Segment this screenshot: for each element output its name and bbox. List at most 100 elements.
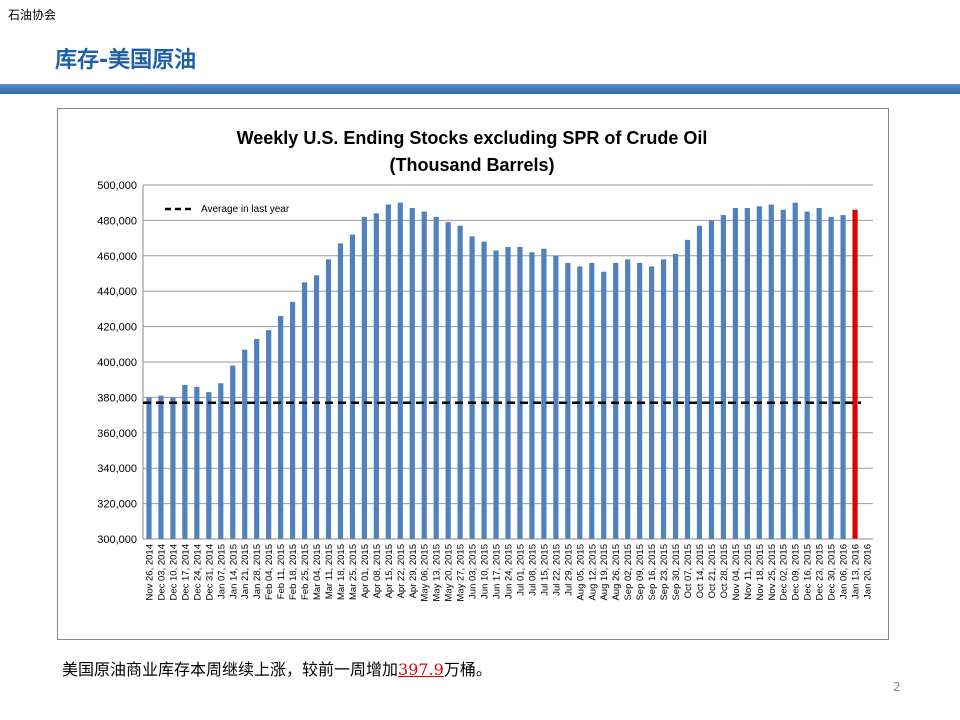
x-tick-label: Jan 06, 2016	[839, 544, 850, 599]
x-tick-label: Dec 16, 2015	[803, 544, 814, 601]
x-tick-label: Jun 10, 2015	[480, 544, 491, 599]
bar	[409, 208, 415, 539]
bar	[541, 248, 547, 539]
bar	[481, 241, 487, 539]
legend-label: Average in last year	[201, 204, 290, 215]
bar	[613, 262, 619, 539]
bar	[242, 349, 248, 539]
x-tick-label: Dec 10, 2014	[168, 544, 179, 601]
x-tick-label: Sep 23, 2015	[659, 544, 670, 601]
bar	[720, 215, 727, 539]
x-tick-label: Jun 03, 2015	[468, 544, 479, 599]
note-text: 美国原油商业库存本周继续上涨，较前一周增加	[62, 660, 399, 679]
page-number: 2	[893, 680, 901, 694]
bar	[457, 225, 463, 539]
x-tick-label: Jun 17, 2015	[492, 544, 503, 599]
x-tick-label: Feb 25, 2015	[300, 544, 311, 600]
x-tick-label: Jul 29, 2015	[563, 544, 574, 596]
x-tick-label: Dec 17, 2014	[180, 544, 191, 601]
y-tick-label: 460,000	[97, 251, 137, 263]
header: 石油协会	[8, 8, 57, 22]
x-tick-label: Dec 30, 2015	[827, 544, 838, 601]
bar	[840, 215, 846, 539]
bar	[553, 255, 559, 540]
bar	[158, 395, 164, 539]
note-text: 万桶。	[443, 660, 492, 679]
y-tick-label: 360,000	[97, 428, 137, 440]
bar	[421, 211, 427, 540]
bar	[708, 220, 715, 539]
bar	[206, 392, 212, 539]
bar	[266, 330, 272, 539]
slide-title: 库存-美国原油	[55, 48, 197, 73]
x-tick-label: Aug 12, 2015	[587, 544, 598, 601]
x-tick-label: Jan 28, 2015	[252, 544, 263, 599]
x-tick-label: Feb 11, 2015	[276, 544, 287, 599]
x-tick-label: Nov 04, 2015	[731, 544, 742, 601]
bar	[361, 216, 367, 540]
bar	[349, 234, 356, 539]
x-tick-label: Nov 18, 2015	[755, 544, 766, 601]
x-tick-label: Apr 29, 2015	[408, 544, 419, 598]
x-tick-label: Dec 24, 2014	[192, 544, 203, 601]
x-tick-label: Mar 04, 2015	[312, 544, 323, 600]
x-tick-label: May 27, 2015	[456, 544, 467, 602]
bar	[170, 397, 176, 539]
bar	[852, 209, 858, 539]
y-tick-label: 320,000	[97, 499, 137, 511]
x-tick-label: Aug 19, 2015	[599, 544, 610, 601]
x-tick-label: Dec 23, 2015	[815, 544, 826, 601]
bar	[445, 222, 451, 540]
x-tick-label: Nov 25, 2015	[767, 544, 778, 601]
x-tick-label: Sep 16, 2015	[647, 544, 658, 601]
bar	[505, 246, 511, 539]
chart: Weekly U.S. Ending Stocks excluding SPR …	[57, 108, 889, 640]
y-tick-label: 500,000	[97, 180, 137, 192]
bar	[301, 282, 308, 539]
x-tick-label: Apr 08, 2015	[372, 544, 383, 598]
x-tick-label: Mar 18, 2015	[336, 544, 347, 600]
bar	[493, 250, 499, 540]
bar	[218, 383, 224, 539]
x-tick-label: Jan 13, 2016	[851, 544, 862, 599]
x-tick-label: Jun 24, 2015	[504, 544, 515, 599]
bar	[433, 216, 439, 540]
bar	[589, 262, 595, 539]
x-tick-label: Jul 01, 2015	[515, 544, 526, 596]
bar	[828, 216, 834, 540]
x-tick-label: Sep 02, 2015	[623, 544, 634, 601]
bar	[373, 213, 379, 539]
x-tick-label: Feb 04, 2015	[264, 544, 275, 600]
bar	[637, 262, 643, 539]
x-tick-label: Aug 26, 2015	[611, 544, 622, 601]
x-tick-label: Jan 20, 2016	[863, 544, 874, 599]
bar	[337, 243, 344, 539]
x-tick-label: Oct 21, 2015	[707, 544, 718, 598]
bar	[684, 239, 691, 539]
y-tick-label: 420,000	[97, 322, 137, 334]
bar	[194, 386, 200, 539]
x-tick-label: May 06, 2015	[420, 544, 431, 602]
x-tick-label: Dec 09, 2015	[791, 544, 802, 601]
y-tick-label: 380,000	[97, 392, 137, 404]
x-tick-label: Jul 22, 2015	[551, 544, 562, 596]
bar	[278, 315, 284, 539]
x-tick-label: Aug 05, 2015	[575, 544, 586, 601]
x-tick-label: May 13, 2015	[432, 544, 443, 602]
bar	[792, 202, 798, 539]
bar	[385, 204, 391, 539]
x-tick-label: May 20, 2015	[444, 544, 455, 602]
bar	[313, 275, 320, 539]
bar	[254, 338, 260, 539]
x-tick-label: Jan 07, 2015	[216, 544, 227, 599]
x-tick-label: Apr 15, 2015	[384, 544, 395, 598]
bar	[230, 365, 236, 539]
bar	[469, 236, 475, 539]
bar	[744, 208, 750, 539]
note-value: 397.9	[398, 660, 444, 679]
bar	[529, 252, 535, 539]
x-tick-label: Jan 14, 2015	[228, 544, 239, 599]
bar	[804, 211, 810, 540]
note: 美国原油商业库存本周继续上涨，较前一周增加397.9万桶。	[62, 656, 492, 680]
